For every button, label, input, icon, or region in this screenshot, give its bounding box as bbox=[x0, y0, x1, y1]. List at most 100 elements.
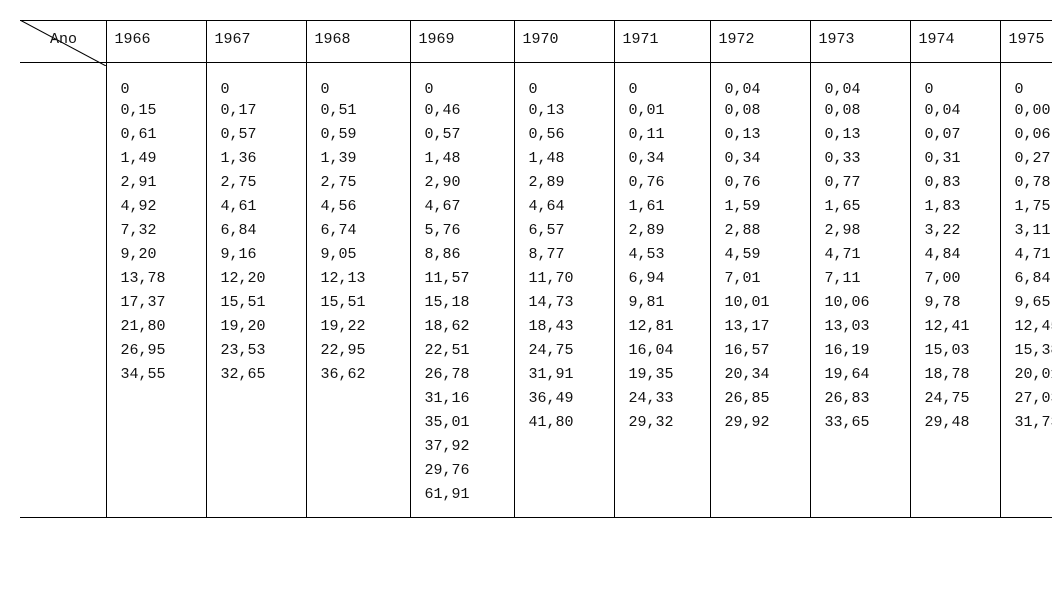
cell: 6,84 bbox=[206, 220, 306, 244]
col-header: 1970 bbox=[514, 21, 614, 63]
cell bbox=[614, 436, 710, 460]
cell bbox=[106, 484, 206, 518]
row-label bbox=[20, 340, 106, 364]
cell: 16,19 bbox=[810, 340, 910, 364]
cell: 6,94 bbox=[614, 268, 710, 292]
cell: 0,15 bbox=[106, 100, 206, 124]
cell: 14,73 bbox=[514, 292, 614, 316]
cell: 24,75 bbox=[910, 388, 1000, 412]
cell: 19,35 bbox=[614, 364, 710, 388]
cell: 29,48 bbox=[910, 412, 1000, 436]
cell: 12,45 bbox=[1000, 316, 1052, 340]
cell: 0,27 bbox=[1000, 148, 1052, 172]
cell bbox=[306, 388, 410, 412]
cell bbox=[306, 436, 410, 460]
cell bbox=[106, 412, 206, 436]
cell: 10,01 bbox=[710, 292, 810, 316]
cell: 17,37 bbox=[106, 292, 206, 316]
cell: 13,03 bbox=[810, 316, 910, 340]
cell: 10,06 bbox=[810, 292, 910, 316]
cell: 34,55 bbox=[106, 364, 206, 388]
cell: 0,08 bbox=[710, 100, 810, 124]
cell: 0,34 bbox=[614, 148, 710, 172]
cell: 4,53 bbox=[614, 244, 710, 268]
cell: 0,46 bbox=[410, 100, 514, 124]
cell: 15,51 bbox=[206, 292, 306, 316]
cell: 0,34 bbox=[710, 148, 810, 172]
cell: 35,01 bbox=[410, 412, 514, 436]
table-row: 21,8019,2019,2218,6218,4312,8113,1713,03… bbox=[20, 316, 1052, 340]
cell: 26,78 bbox=[410, 364, 514, 388]
row-label bbox=[20, 292, 106, 316]
cell bbox=[710, 484, 810, 518]
cell bbox=[910, 484, 1000, 518]
cell: 15,18 bbox=[410, 292, 514, 316]
cell: 19,22 bbox=[306, 316, 410, 340]
cell: 36,49 bbox=[514, 388, 614, 412]
cell: 18,62 bbox=[410, 316, 514, 340]
cell: 0 bbox=[910, 63, 1000, 101]
cell: 27,03 bbox=[1000, 388, 1052, 412]
header-corner: Ano bbox=[20, 21, 106, 63]
cell: 15,03 bbox=[910, 340, 1000, 364]
cell: 0 bbox=[514, 63, 614, 101]
row-label bbox=[20, 196, 106, 220]
cell: 0,00 bbox=[1000, 100, 1052, 124]
cell bbox=[910, 436, 1000, 460]
cell: 0 bbox=[614, 63, 710, 101]
cell: 9,78 bbox=[910, 292, 1000, 316]
cell: 12,13 bbox=[306, 268, 410, 292]
cell: 9,81 bbox=[614, 292, 710, 316]
cell: 4,59 bbox=[710, 244, 810, 268]
table-row: 1,491,361,391,481,480,340,340,330,310,27 bbox=[20, 148, 1052, 172]
cell: 11,57 bbox=[410, 268, 514, 292]
cell: 33,65 bbox=[810, 412, 910, 436]
cell bbox=[710, 460, 810, 484]
cell: 9,65 bbox=[1000, 292, 1052, 316]
table-row: 61,91 bbox=[20, 484, 1052, 518]
cell: 0,13 bbox=[514, 100, 614, 124]
cell: 7,01 bbox=[710, 268, 810, 292]
row-label bbox=[20, 316, 106, 340]
corner-label: Ano bbox=[36, 31, 98, 48]
table-row: 17,3715,5115,5115,1814,739,8110,0110,069… bbox=[20, 292, 1052, 316]
cell: 18,43 bbox=[514, 316, 614, 340]
row-label bbox=[20, 124, 106, 148]
cell: 19,20 bbox=[206, 316, 306, 340]
cell bbox=[614, 460, 710, 484]
cell: 4,71 bbox=[810, 244, 910, 268]
col-header: 1971 bbox=[614, 21, 710, 63]
cell: 16,04 bbox=[614, 340, 710, 364]
cell: 8,86 bbox=[410, 244, 514, 268]
data-table: Ano 1966 1967 1968 1969 1970 1971 1972 1… bbox=[20, 20, 1052, 518]
cell bbox=[514, 484, 614, 518]
cell bbox=[306, 412, 410, 436]
table-row: 35,0141,8029,3229,9233,6529,4831,73 bbox=[20, 412, 1052, 436]
cell bbox=[306, 460, 410, 484]
cell bbox=[614, 484, 710, 518]
cell: 24,33 bbox=[614, 388, 710, 412]
table-body: 0000000,040,04000,150,170,510,460,130,01… bbox=[20, 63, 1052, 518]
cell: 29,92 bbox=[710, 412, 810, 436]
cell: 0,08 bbox=[810, 100, 910, 124]
cell: 13,17 bbox=[710, 316, 810, 340]
table-row: 0,610,570,590,570,560,110,130,130,070,06 bbox=[20, 124, 1052, 148]
cell: 0,04 bbox=[710, 63, 810, 101]
cell: 4,61 bbox=[206, 196, 306, 220]
cell: 36,62 bbox=[306, 364, 410, 388]
cell bbox=[810, 460, 910, 484]
cell: 3,11 bbox=[1000, 220, 1052, 244]
row-label bbox=[20, 484, 106, 518]
cell: 7,00 bbox=[910, 268, 1000, 292]
cell: 15,51 bbox=[306, 292, 410, 316]
cell bbox=[206, 388, 306, 412]
cell: 0,56 bbox=[514, 124, 614, 148]
cell: 31,16 bbox=[410, 388, 514, 412]
cell: 6,57 bbox=[514, 220, 614, 244]
cell: 7,32 bbox=[106, 220, 206, 244]
cell: 31,91 bbox=[514, 364, 614, 388]
cell: 1,36 bbox=[206, 148, 306, 172]
cell: 0,11 bbox=[614, 124, 710, 148]
table-row: 4,924,614,564,674,641,611,591,651,831,75 bbox=[20, 196, 1052, 220]
cell: 4,56 bbox=[306, 196, 410, 220]
